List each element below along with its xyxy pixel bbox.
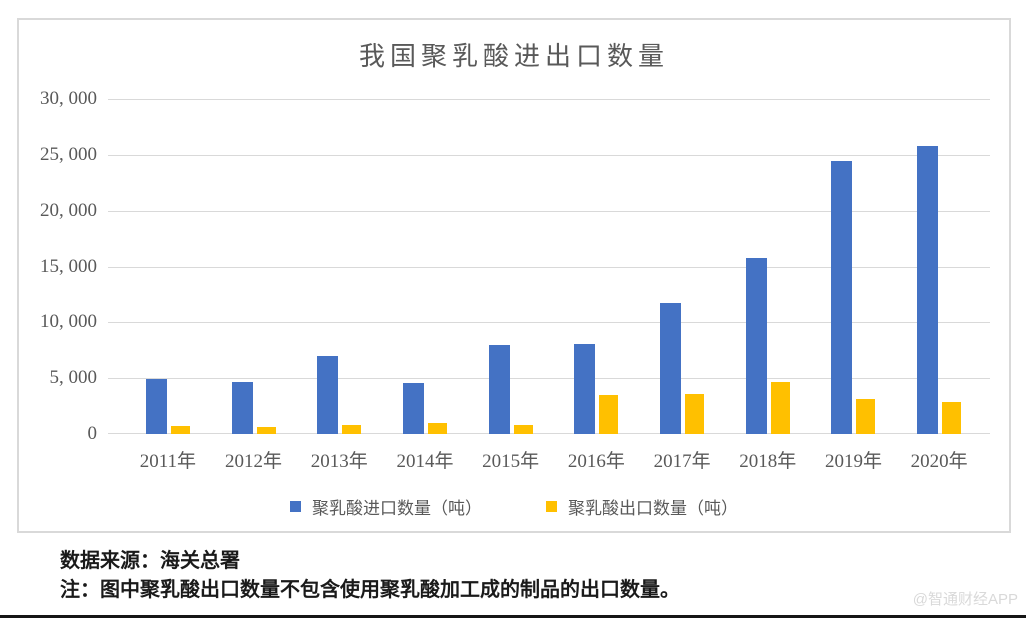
x-tick-label-2014: 2014年 bbox=[396, 451, 454, 472]
bar-group-2020 bbox=[896, 99, 982, 434]
gridline-25000 bbox=[108, 155, 990, 156]
x-axis-labels: 2011年 2012年 2013年 2014年 2015年 2016年 2017年 2018年… bbox=[125, 446, 982, 473]
gridlines bbox=[108, 99, 990, 434]
y-tick-label-10000: 10, 000 bbox=[40, 311, 97, 332]
bar-group-2011 bbox=[125, 99, 211, 434]
bar-import-2014 bbox=[402, 383, 424, 434]
gridline-30000 bbox=[108, 99, 990, 100]
bar-import-2019 bbox=[831, 160, 853, 434]
bar-group-2018 bbox=[725, 99, 811, 434]
footnotes: 数据来源：海关总署 注：图中聚乳酸出口数量不包含使用聚乳酸加工成的制品的出口数量… bbox=[60, 547, 680, 605]
x-tick-label-2017: 2017年 bbox=[653, 451, 711, 472]
bar-import-2018 bbox=[745, 257, 767, 434]
bar-export-2017 bbox=[685, 393, 705, 434]
legend-label-export: 聚乳酸出口数量（吨） bbox=[568, 499, 738, 518]
bar-export-2015 bbox=[513, 425, 533, 434]
legend-item-import: 聚乳酸进口数量（吨） bbox=[290, 494, 482, 519]
y-tick-label-25000: 25, 000 bbox=[40, 144, 97, 165]
bar-import-2011 bbox=[145, 379, 167, 434]
source-line: 数据来源：海关总署 bbox=[60, 550, 240, 572]
bar-group-2019 bbox=[811, 99, 897, 434]
bar-export-2016 bbox=[599, 395, 619, 434]
chart-frame: 我国聚乳酸进出口数量 0 5, 000 10, 000 15, 000 20, 000 2… bbox=[17, 18, 1011, 533]
bar-import-2016 bbox=[574, 343, 596, 434]
bar-export-2018 bbox=[770, 382, 790, 434]
x-tick-label-2013: 2013年 bbox=[310, 451, 368, 472]
x-tick-label-2019: 2019年 bbox=[824, 451, 882, 472]
x-tick-label-2018: 2018年 bbox=[739, 451, 797, 472]
bar-plot-area bbox=[125, 99, 982, 434]
watermark: @智通财经APP bbox=[912, 591, 1018, 608]
bar-export-2013 bbox=[342, 425, 362, 434]
legend-swatch-export bbox=[546, 501, 557, 512]
gridline-5000 bbox=[108, 378, 990, 379]
bar-import-2020 bbox=[917, 146, 939, 434]
gridline-10000 bbox=[108, 322, 990, 323]
y-tick-label-15000: 15, 000 bbox=[40, 256, 97, 277]
y-axis-labels: 0 5, 000 10, 000 15, 000 20, 000 25, 000 30, 0… bbox=[19, 88, 98, 444]
legend: 聚乳酸进口数量（吨） 聚乳酸出口数量（吨） bbox=[19, 494, 1009, 519]
y-tick-label-5000: 5, 000 bbox=[49, 367, 98, 388]
x-tick-label-2012: 2012年 bbox=[225, 451, 283, 472]
bar-group-2015 bbox=[468, 99, 554, 434]
x-tick-label-2011: 2011年 bbox=[139, 451, 196, 472]
gridline-20000 bbox=[108, 211, 990, 212]
bar-export-2011 bbox=[170, 426, 190, 434]
bar-group-2013 bbox=[296, 99, 382, 434]
bar-export-2014 bbox=[427, 422, 447, 434]
x-tick-label-2016: 2016年 bbox=[567, 451, 625, 472]
legend-swatch-import bbox=[290, 501, 301, 512]
gridline-0 bbox=[108, 433, 990, 434]
y-tick-label-30000: 30, 000 bbox=[40, 88, 97, 109]
x-tick-label-2020: 2020年 bbox=[910, 451, 968, 472]
bar-import-2015 bbox=[488, 344, 510, 434]
bar-export-2020 bbox=[942, 401, 962, 434]
bar-import-2017 bbox=[660, 303, 682, 434]
x-tick-label-2015: 2015年 bbox=[482, 451, 540, 472]
legend-item-export: 聚乳酸出口数量（吨） bbox=[546, 494, 738, 519]
bar-group-2016 bbox=[554, 99, 640, 434]
bar-export-2019 bbox=[856, 398, 876, 434]
y-tick-label-20000: 20, 000 bbox=[40, 200, 97, 221]
bar-group-2012 bbox=[211, 99, 297, 434]
bar-group-2017 bbox=[639, 99, 725, 434]
bar-export-2012 bbox=[256, 427, 276, 434]
bottom-border-line bbox=[0, 615, 1026, 618]
legend-label-import: 聚乳酸进口数量（吨） bbox=[312, 499, 482, 518]
gridline-15000 bbox=[108, 267, 990, 268]
bar-import-2012 bbox=[231, 382, 253, 434]
y-tick-label-0: 0 bbox=[87, 423, 98, 444]
note-line: 注：图中聚乳酸出口数量不包含使用聚乳酸加工成的制品的出口数量。 bbox=[60, 579, 680, 601]
chart-title: 我国聚乳酸进出口数量 bbox=[358, 42, 669, 71]
bar-import-2013 bbox=[317, 355, 339, 434]
bar-group-2014 bbox=[382, 99, 468, 434]
